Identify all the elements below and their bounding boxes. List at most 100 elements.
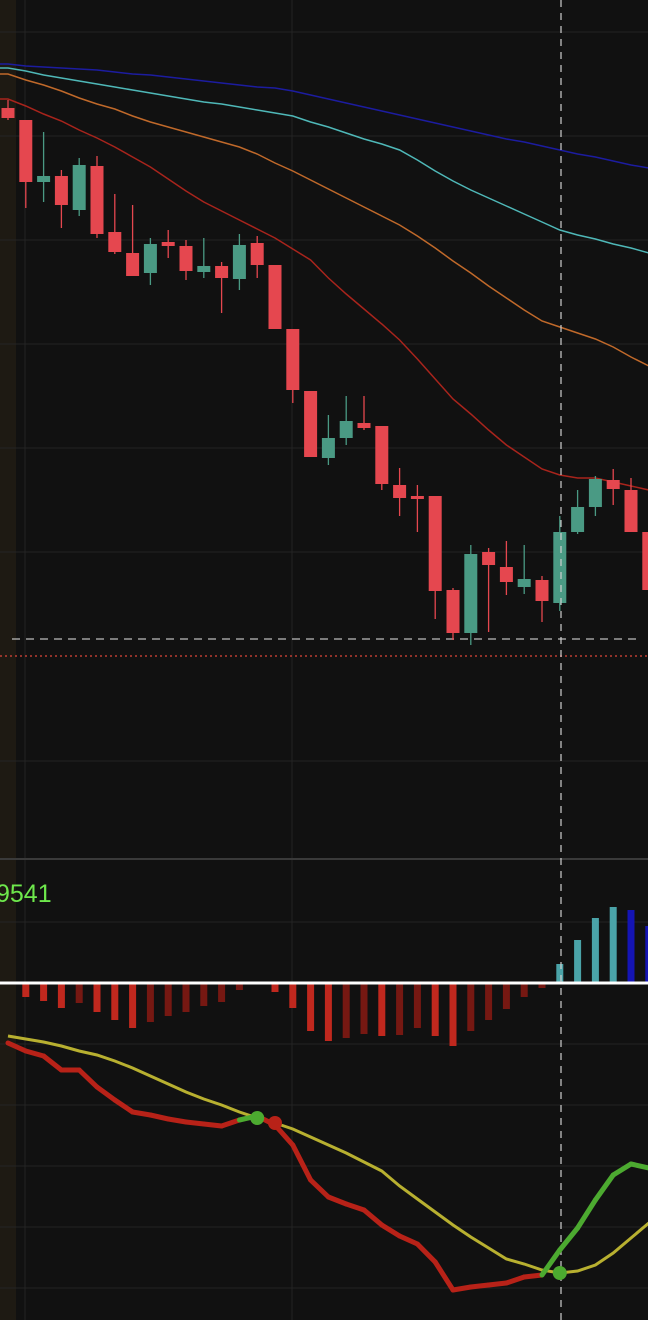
candle-body xyxy=(54,176,68,205)
dif-segment xyxy=(486,1280,509,1288)
dif-segment xyxy=(23,1048,47,1059)
dif-segment xyxy=(397,1233,420,1247)
candle-body xyxy=(215,266,229,278)
candle-body xyxy=(268,265,282,329)
dif-segment xyxy=(628,1161,648,1171)
macd-histogram-bar xyxy=(485,983,493,1020)
macd-histogram-bar xyxy=(200,983,208,1006)
dif-segment xyxy=(308,1177,331,1200)
candle-body xyxy=(1,108,15,118)
dif-segment xyxy=(539,1247,563,1278)
macd-histogram-bar xyxy=(502,983,510,1009)
macd-histogram-bar xyxy=(289,983,297,1008)
dif-segment xyxy=(361,1207,385,1228)
macd-histogram-bar xyxy=(164,983,172,1016)
dif-segment xyxy=(147,1112,171,1122)
macd-histogram-bar xyxy=(378,983,386,1036)
candle-body xyxy=(143,244,157,273)
candle-body xyxy=(588,479,602,507)
macd-histogram-bar xyxy=(556,964,564,983)
candle-body xyxy=(464,554,478,633)
dif-segment xyxy=(450,1284,474,1293)
macd-histogram-bar xyxy=(93,983,101,1012)
dif-segment xyxy=(503,1274,527,1286)
macd-histogram-bar xyxy=(57,983,65,1008)
macd-histogram-bar xyxy=(111,983,119,1020)
candle-body xyxy=(499,567,513,582)
macd-histogram-bar xyxy=(413,983,421,1028)
dif-segment xyxy=(557,1225,581,1253)
candle-body xyxy=(535,580,549,601)
dif-segment xyxy=(610,1161,634,1178)
candle-body xyxy=(37,176,51,182)
dif-segment xyxy=(414,1241,438,1265)
moving-average xyxy=(0,98,648,491)
candle-body xyxy=(339,421,353,438)
candle-body xyxy=(446,590,460,633)
macd-histogram-bar xyxy=(396,983,404,1035)
macd-histogram-bar xyxy=(40,983,48,1001)
dif-segment xyxy=(592,1172,616,1203)
moving-average xyxy=(0,67,648,254)
cross-dot xyxy=(250,1111,265,1125)
candle-body xyxy=(375,426,389,484)
dif-segment xyxy=(165,1116,189,1125)
macd-histogram-bar xyxy=(520,983,528,997)
dif-segment xyxy=(130,1109,153,1118)
dif-segment xyxy=(468,1282,492,1290)
macd-histogram-bar xyxy=(360,983,368,1034)
candle-body xyxy=(321,438,335,458)
dif-segment xyxy=(379,1222,403,1239)
left-strip xyxy=(0,0,16,1320)
dif-segment xyxy=(290,1142,314,1183)
candle-body xyxy=(642,532,648,590)
candle-body xyxy=(90,166,104,234)
dif-segment xyxy=(219,1117,242,1129)
candle-body xyxy=(161,242,175,246)
dif-segment xyxy=(112,1097,136,1115)
macd-histogram-bar xyxy=(146,983,154,1022)
candle-body xyxy=(553,532,567,603)
macd-histogram-bar xyxy=(342,983,350,1038)
candle-body xyxy=(517,579,531,587)
dea-line xyxy=(7,1034,648,1275)
candle-body xyxy=(179,246,193,271)
dif-segment xyxy=(5,1040,29,1054)
candle-body xyxy=(571,507,585,532)
overlay xyxy=(5,1034,648,1293)
macd-histogram-bar xyxy=(75,983,83,1003)
dif-segment xyxy=(183,1119,207,1127)
candle-body xyxy=(393,485,407,498)
dif-segment xyxy=(325,1194,349,1207)
macd-histogram-bar xyxy=(467,983,475,1031)
plot xyxy=(0,63,648,1046)
macd-histogram-bar xyxy=(431,983,439,1036)
dif-segment xyxy=(94,1084,118,1103)
indicator-value: 9541 xyxy=(0,880,52,908)
candle-body xyxy=(286,329,300,390)
macd-histogram-bar xyxy=(129,983,137,1028)
candle-body xyxy=(72,165,86,210)
macd-histogram-bar xyxy=(591,918,599,983)
candle-body xyxy=(126,253,140,276)
candle-body xyxy=(357,423,371,428)
macd-histogram-bar xyxy=(449,983,457,1046)
macd-histogram-bar xyxy=(609,907,617,983)
moving-average xyxy=(0,73,648,367)
moving-average xyxy=(0,63,648,169)
candle-body xyxy=(428,496,442,591)
candle-body xyxy=(250,243,264,265)
dif-segment xyxy=(521,1272,545,1280)
candle-body xyxy=(232,245,246,279)
macd-histogram-bar xyxy=(182,983,190,1012)
dif-segment xyxy=(575,1197,598,1231)
macd-histogram-bar xyxy=(538,983,546,988)
dif-segment xyxy=(41,1053,64,1073)
candle-body xyxy=(108,232,122,252)
macd-histogram-bar xyxy=(324,983,332,1041)
candle-body xyxy=(197,266,211,272)
